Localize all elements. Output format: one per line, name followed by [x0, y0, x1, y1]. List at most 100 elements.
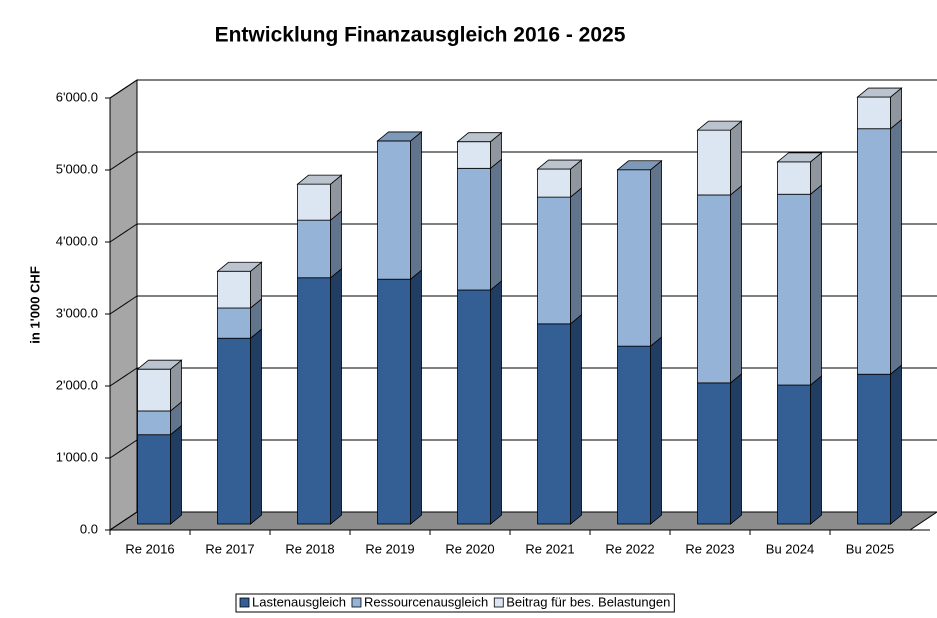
bar-side-shade [570, 160, 582, 198]
x-tick-label: Re 2019 [365, 541, 414, 556]
bar-segment [537, 196, 571, 325]
bar-segment [537, 168, 571, 198]
bar-segment [457, 289, 491, 525]
bar-side-shade [170, 360, 182, 411]
bar-segment [377, 140, 411, 280]
grid-line [109, 367, 138, 387]
bar-segment [857, 128, 891, 375]
y-tick-label: 0.0 [80, 521, 98, 536]
bar-side-shade [250, 262, 262, 308]
grid-line [109, 151, 138, 171]
bar-segment [537, 323, 571, 525]
x-tick-label: Re 2021 [525, 541, 574, 556]
bar-top-shade [217, 262, 262, 272]
bar-segment [137, 410, 171, 436]
bar-segment [137, 368, 171, 412]
legend-label: Ressourcenausgleich [364, 594, 488, 609]
bar-segment [777, 384, 811, 525]
bar-top [616, 160, 663, 171]
bar-side-shade [330, 211, 342, 278]
bar-top-shade [617, 160, 662, 170]
bar-segment [297, 277, 331, 525]
bar-segment [617, 345, 651, 525]
bar-segment [217, 307, 251, 339]
bar-top-shade [377, 131, 422, 141]
bar-top [536, 159, 583, 170]
bar-segment [457, 167, 491, 291]
bar-segment [857, 96, 891, 130]
bar-top [216, 261, 263, 272]
bar-side-shade [730, 121, 742, 195]
bar-side-shade [330, 175, 342, 221]
bar-segment [697, 382, 731, 525]
chart-title: Entwicklung Finanzausgleich 2016 - 2025 [215, 24, 626, 47]
bar-side-shade [330, 268, 342, 524]
y-tick-label: 1'000.0 [56, 449, 98, 464]
bar-top [456, 132, 503, 143]
bar-side-shade [410, 270, 422, 524]
bar-side-shade [890, 88, 902, 129]
y-axis-label: in 1'000 CHF [27, 266, 42, 344]
grid-line [109, 295, 138, 315]
legend-swatch [493, 597, 504, 608]
y-tick-label: 5'000.0 [56, 161, 98, 176]
bar-top-shade [857, 88, 902, 98]
grid-line [109, 439, 138, 459]
bar-segment [297, 219, 331, 279]
bar-top-shade [457, 132, 502, 142]
x-tick-label: Re 2016 [125, 541, 174, 556]
bar-segment [137, 434, 171, 525]
grid-line [109, 223, 138, 243]
y-tick-label: 2'000.0 [56, 377, 98, 392]
bar-segment [777, 161, 811, 195]
bar-segment [697, 194, 731, 384]
bar-side-shade [490, 132, 502, 169]
legend-label: Lastenausgleich [252, 594, 346, 609]
bar-top-shade [697, 121, 742, 131]
bar-side-shade [250, 329, 262, 524]
x-tick-label: Bu 2025 [846, 541, 894, 556]
bar-segment [617, 169, 651, 347]
bar-top [696, 120, 743, 131]
bar-side-shade [730, 185, 742, 383]
y-tick-label: 3'000.0 [56, 305, 98, 320]
bar-side-shade [250, 299, 262, 339]
bar-side-shade [890, 365, 902, 524]
bar-top-shade [537, 160, 582, 170]
legend-box [235, 593, 675, 613]
bar-top [136, 359, 183, 370]
bar-side-shade [890, 119, 902, 375]
bar-side-shade [170, 425, 182, 524]
bar-top-shade [777, 152, 822, 162]
x-tick-label: Re 2020 [445, 541, 494, 556]
x-tick-label: Re 2018 [285, 541, 334, 556]
bar-side-shade [570, 188, 582, 324]
bar-side-shade [650, 160, 662, 347]
legend-swatch [239, 597, 250, 608]
bar-side-shade [410, 131, 422, 280]
legend: Lastenausgleich Ressourcenausgleich Beitra… [235, 593, 675, 613]
bar-side-shade [730, 373, 742, 524]
bar-side-shade [810, 152, 822, 195]
legend-swatch [351, 597, 362, 608]
x-tick-label: Re 2017 [205, 541, 254, 556]
bar-side-shade [650, 337, 662, 524]
bar-side-shade [490, 159, 502, 290]
bar-side-shade [810, 376, 822, 524]
bar-top-shade [137, 360, 182, 370]
y-tick-label: 6'000.0 [56, 89, 98, 104]
bar-top [856, 87, 903, 98]
bar-side-shade [810, 185, 822, 386]
bar-segment [217, 270, 251, 309]
bar-top [776, 152, 823, 163]
bar-segment [297, 183, 331, 221]
x-tick-label: Re 2022 [605, 541, 654, 556]
legend-label: Beitrag für bes. Belastungen [506, 594, 670, 609]
bar-side-shade [490, 281, 502, 524]
bar-side-shade [570, 314, 582, 524]
bar-segment [377, 278, 411, 525]
x-tick-label: Re 2023 [685, 541, 734, 556]
bar-segment [777, 193, 811, 386]
bar-top [376, 131, 423, 142]
